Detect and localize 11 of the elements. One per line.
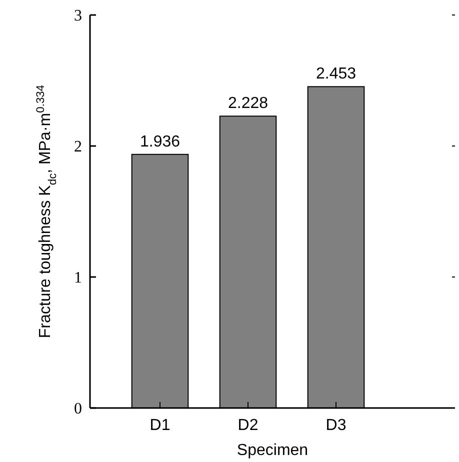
data-label: 1.936 bbox=[140, 133, 180, 150]
x-tick-label: D3 bbox=[326, 417, 346, 434]
x-tick-label: D1 bbox=[150, 417, 170, 434]
y-tick-label: 1 bbox=[74, 270, 82, 287]
x-tick-label: D2 bbox=[238, 417, 258, 434]
x-axis-title: Specimen bbox=[236, 442, 308, 459]
y-tick-label: 0 bbox=[74, 400, 82, 418]
data-label: 2.228 bbox=[228, 95, 268, 112]
y-tick-label: 2 bbox=[74, 138, 82, 156]
data-label: 2.453 bbox=[316, 66, 356, 83]
y-tick-label: 3 bbox=[74, 8, 82, 25]
